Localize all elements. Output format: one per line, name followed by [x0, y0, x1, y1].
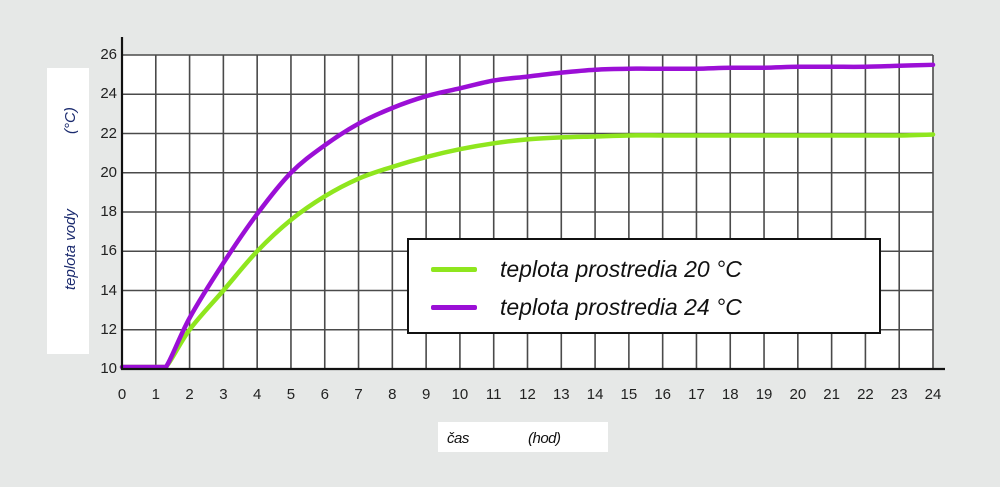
x-tick-label: 7 [354, 386, 363, 403]
x-tick-label: 12 [519, 386, 536, 403]
x-tick-label: 21 [823, 386, 840, 403]
axes [120, 37, 945, 371]
y-tick-label: 10 [100, 360, 117, 377]
x-tick-label: 22 [857, 386, 874, 403]
x-tick-label: 23 [890, 386, 908, 403]
x-tick-label: 0 [117, 386, 127, 403]
series-line [119, 62, 936, 370]
y-tick-label: 24 [100, 85, 117, 103]
legend-label: teplota prostredia 24 °C [500, 294, 742, 320]
x-tick-label: 4 [252, 386, 262, 403]
x-tick-label: 20 [789, 386, 807, 403]
x-tick-label: 19 [755, 386, 773, 403]
x-tick-label: 10 [451, 386, 469, 403]
x-tick-label: 11 [485, 386, 502, 403]
legend-swatch-purple [431, 305, 477, 310]
x-axis-label-panel [438, 422, 608, 452]
x-tick-label: 9 [421, 386, 431, 403]
y-tick-label: 12 [100, 320, 117, 338]
x-tick-label: 2 [185, 386, 194, 403]
x-tick-label: 3 [219, 386, 228, 403]
y-tick-label: 26 [100, 46, 117, 63]
x-tick-label: 16 [654, 386, 671, 403]
x-axis-label-unit: (hod) [528, 430, 561, 447]
x-tick-label: 1 [151, 386, 160, 403]
legend-item-24c: teplota prostredia 24 °C [409, 292, 879, 322]
x-tick-label: 24 [924, 386, 942, 403]
y-axis-label-main: teplota vody [62, 208, 79, 290]
x-tick-label: 8 [388, 386, 397, 403]
x-tick-label: 17 [688, 386, 705, 403]
series-line [119, 132, 936, 370]
y-tick-label: 14 [100, 281, 117, 299]
legend: teplota prostredia 20 °C teplota prostre… [407, 238, 881, 334]
y-tick-label: 16 [100, 242, 117, 260]
x-tick-label: 5 [286, 386, 296, 403]
y-tick-label: 20 [100, 163, 117, 181]
y-axis-label-unit: (°C) [62, 107, 79, 134]
x-axis-label-main: čas [447, 430, 469, 447]
x-tick-label: 13 [552, 386, 570, 403]
x-tick-label: 18 [721, 386, 739, 403]
series-lines [119, 62, 936, 370]
y-axis-label: teplota vody (°C) [62, 107, 79, 290]
x-tick-label: 15 [620, 386, 638, 403]
legend-label: teplota prostredia 20 °C [500, 256, 742, 282]
x-tick-label: 14 [586, 386, 604, 403]
legend-swatch-green [431, 267, 477, 272]
legend-item-20c: teplota prostredia 20 °C [409, 254, 879, 284]
y-tick-label: 18 [100, 203, 117, 220]
x-tick-label: 6 [320, 386, 329, 403]
y-axis-label-panel [47, 68, 89, 354]
y-tick-label: 22 [100, 124, 117, 142]
